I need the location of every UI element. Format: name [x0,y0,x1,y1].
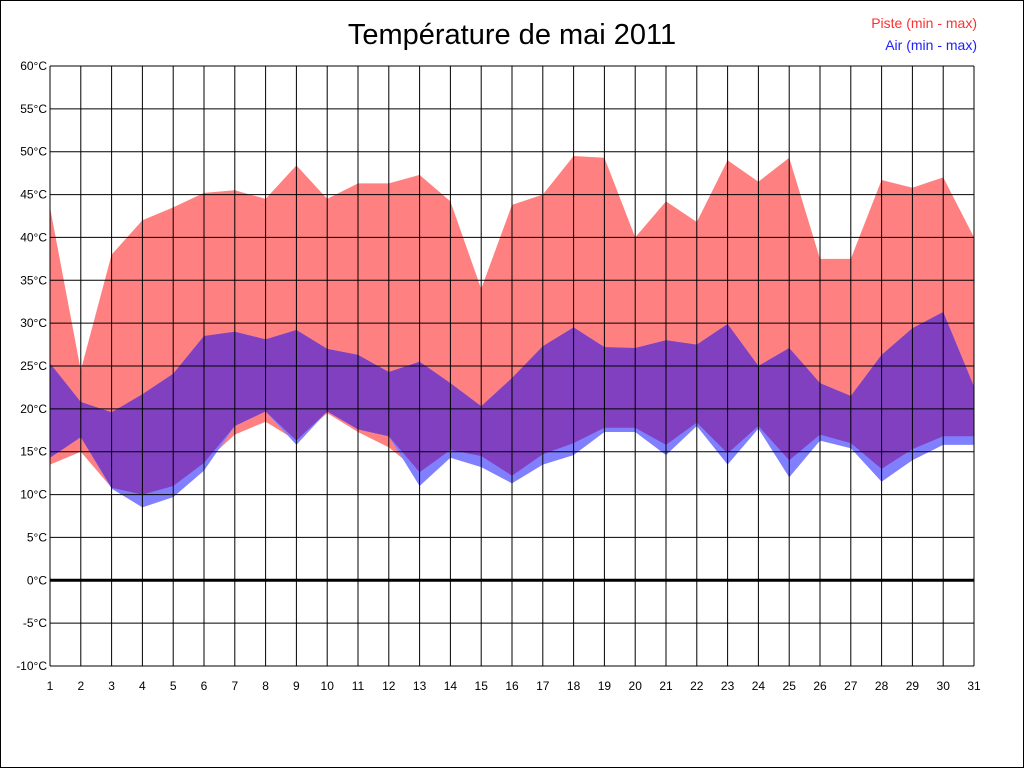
y-tick-label: 60°C [20,59,47,73]
x-tick-label: 18 [567,679,581,693]
x-tick-label: 3 [108,679,115,693]
x-tick-label: 29 [906,679,920,693]
x-tick-label: 30 [937,679,951,693]
x-tick-label: 17 [536,679,550,693]
x-tick-label: 31 [967,679,981,693]
y-tick-label: 30°C [20,316,47,330]
y-tick-label: 55°C [20,102,47,116]
y-tick-label: 5°C [27,530,47,544]
x-tick-label: 13 [413,679,427,693]
x-tick-label: 1 [47,679,54,693]
x-tick-label: 2 [77,679,84,693]
x-tick-label: 14 [444,679,458,693]
x-tick-label: 21 [659,679,673,693]
x-tick-label: 12 [382,679,396,693]
chart-title: Température de mai 2011 [347,19,677,51]
x-tick-label: 9 [293,679,300,693]
y-tick-label: 0°C [27,573,47,587]
y-tick-label: -5°C [23,616,47,630]
x-tick-label: 6 [201,679,208,693]
y-tick-label: 20°C [20,402,47,416]
x-tick-label: 19 [598,679,612,693]
y-tick-label: 40°C [20,230,47,244]
x-tick-label: 11 [352,679,365,693]
x-tick-label: 7 [231,679,238,693]
x-tick-label: 16 [505,679,519,693]
y-tick-label: 10°C [20,488,47,502]
y-tick-label: 25°C [20,359,47,373]
x-tick-label: 25 [783,679,797,693]
legend-air: Air (min - max) [885,37,977,53]
y-tick-label: -10°C [16,659,47,673]
x-tick-label: 26 [813,679,827,693]
y-tick-label: 15°C [20,445,47,459]
y-tick-label: 45°C [20,188,47,202]
x-tick-label: 22 [690,679,704,693]
x-tick-label: 4 [139,679,146,693]
x-tick-label: 5 [170,679,177,693]
legend-piste: Piste (min - max) [871,15,977,31]
x-tick-label: 8 [262,679,269,693]
x-tick-label: 15 [475,679,489,693]
y-tick-label: 35°C [20,273,47,287]
y-tick-label: 50°C [20,145,47,159]
x-tick-label: 24 [752,679,766,693]
x-tick-label: 20 [629,679,643,693]
x-tick-label: 23 [721,679,735,693]
x-tick-label: 27 [844,679,858,693]
x-tick-label: 28 [875,679,889,693]
x-tick-label: 10 [321,679,335,693]
